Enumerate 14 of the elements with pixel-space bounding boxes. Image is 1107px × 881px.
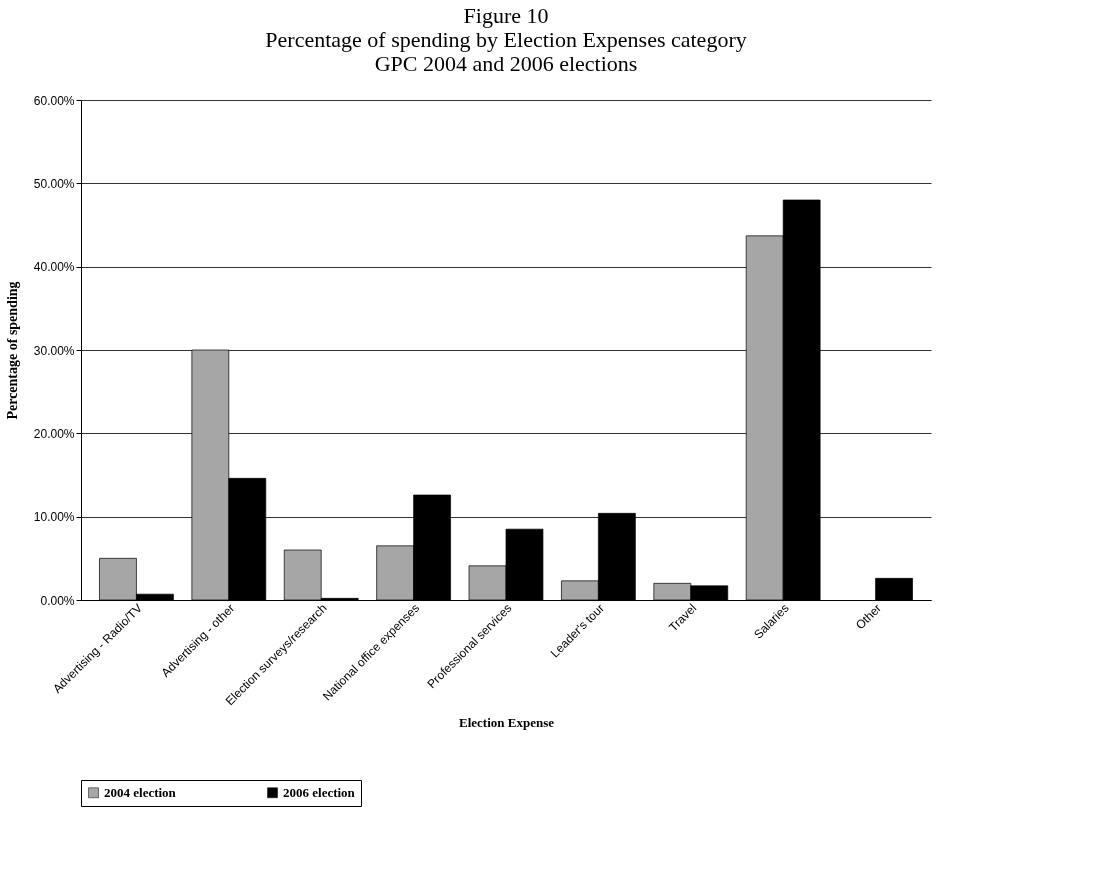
y-tick-label: 10.00% [33, 510, 75, 525]
text: GPC 2004 and 2006 elections [374, 51, 638, 76]
legend-label: 2006 election [283, 784, 356, 800]
text: Percentage of spending by Election Expenses category [265, 27, 747, 52]
y-tick-label: 30.00% [33, 343, 75, 358]
x-axis-title: Election Expense [459, 715, 555, 731]
legend-label: 2004 election [104, 784, 177, 800]
y-axis-title: Percentage of spending [4, 281, 20, 420]
text: Figure 10 [463, 3, 549, 28]
y-tick-label: 20.00% [33, 426, 75, 441]
y-tick-label: 60.00% [33, 93, 75, 108]
y-tick-label: 50.00% [33, 176, 75, 191]
y-tick-label: 40.00% [33, 260, 75, 275]
y-tick-label: 0.00% [40, 593, 75, 608]
